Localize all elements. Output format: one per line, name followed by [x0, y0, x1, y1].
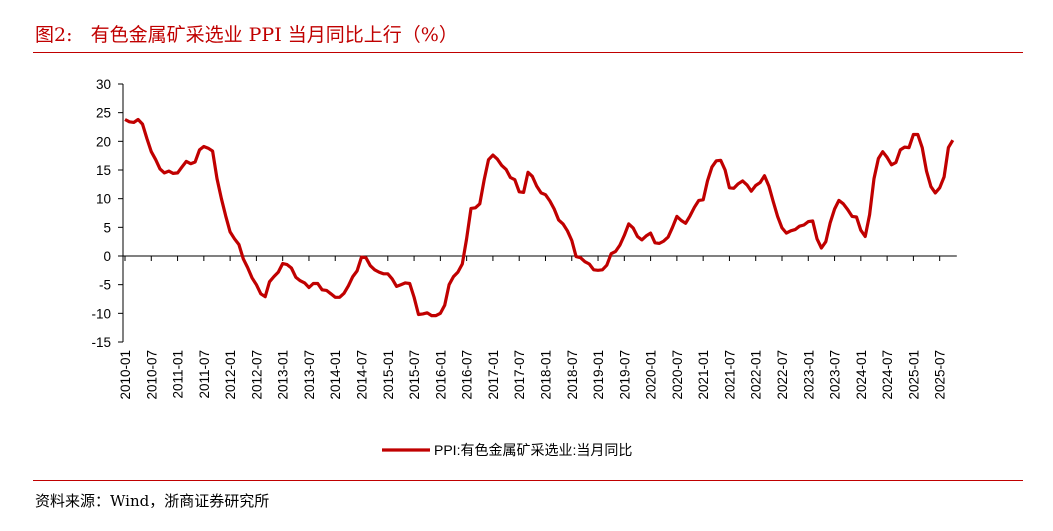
- x-tick-label: 2024-01: [854, 350, 869, 400]
- y-tick-label: -5: [99, 278, 111, 293]
- x-tick-label: 2016-01: [433, 350, 448, 400]
- x-tick-label: 2012-07: [249, 350, 264, 400]
- x-tick-label: 2014-07: [355, 350, 370, 400]
- x-tick-label: 2025-01: [906, 350, 921, 400]
- y-tick-label: 30: [96, 77, 111, 92]
- x-tick-label: 2010-07: [144, 350, 159, 400]
- x-tick-label: 2017-01: [486, 350, 501, 400]
- y-tick-label: 10: [96, 192, 111, 207]
- x-tick-label: 2019-07: [617, 350, 632, 400]
- x-tick-label: 2014-01: [328, 350, 343, 400]
- x-tick-label: 2013-01: [276, 350, 291, 400]
- x-tick-label: 2011-01: [171, 350, 186, 399]
- x-tick-label: 2024-07: [880, 350, 895, 400]
- x-tick-label: 2019-01: [591, 350, 606, 400]
- x-tick-label: 2018-01: [538, 350, 553, 400]
- x-tick-label: 2022-01: [749, 350, 764, 400]
- x-tick-label: 2020-07: [670, 350, 685, 400]
- y-tick-label: 25: [96, 106, 111, 121]
- figure-title: 图2: 有色金属矿采选业 PPI 当月同比上行（%）: [35, 24, 458, 46]
- y-tick-label: 15: [96, 163, 111, 178]
- source-rule: [33, 480, 1023, 481]
- series-line-ppi-nonferrous-mining: [124, 117, 955, 318]
- x-tick-label: 2018-07: [565, 350, 580, 400]
- x-tick-label: 2023-01: [801, 350, 816, 400]
- y-tick-label: -10: [91, 306, 111, 321]
- x-tick-label: 2013-07: [302, 350, 317, 400]
- x-tick-label: 2010-01: [118, 350, 133, 400]
- y-tick-label: -15: [91, 335, 111, 350]
- y-tick-label: 5: [103, 220, 111, 235]
- x-tick-label: 2011-07: [197, 350, 212, 399]
- x-tick-label: 2017-07: [512, 350, 527, 400]
- x-tick-label: 2023-07: [828, 350, 843, 400]
- x-tick-label: 2015-01: [381, 350, 396, 400]
- y-tick-label: 20: [96, 134, 111, 149]
- source-note: 资料来源：Wind，浙商证券研究所: [35, 492, 270, 510]
- x-tick-label: 2025-07: [933, 350, 948, 400]
- x-tick-label: 2020-01: [644, 350, 659, 400]
- x-tick-label: 2015-07: [407, 350, 422, 400]
- x-tick-label: 2021-01: [696, 350, 711, 400]
- x-tick-label: 2021-07: [722, 350, 737, 400]
- x-tick-label: 2012-01: [223, 350, 238, 400]
- y-axis: 30 25 20 15 10 5 0 -5 -10 -15: [91, 77, 124, 350]
- legend: PPI:有色金属矿采选业:当月同比: [382, 442, 632, 458]
- legend-label: PPI:有色金属矿采选业:当月同比: [434, 442, 632, 458]
- x-tick-label: 2022-07: [775, 350, 790, 400]
- x-axis: 2010-01 2010-07 2011-01 2011-07 2012-01 2012-…: [118, 255, 957, 400]
- title-rule: [33, 52, 1023, 53]
- y-tick-label: 0: [103, 249, 111, 264]
- x-tick-label: 2016-07: [460, 350, 475, 400]
